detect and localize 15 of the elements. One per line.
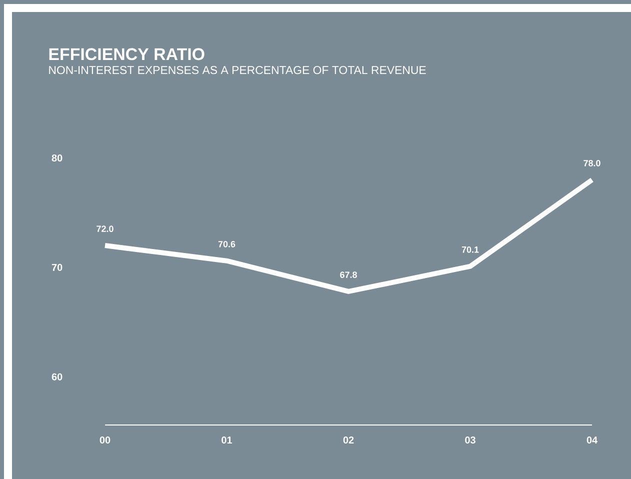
chart-subtitle: NON-INTEREST EXPENSES AS A PERCENTAGE OF TOTAL REVENUE — [49, 66, 426, 74]
data-label: 78.0 — [584, 160, 600, 166]
chart-title: EFFICIENCY RATIO — [49, 48, 204, 60]
data-label: 72.0 — [96, 226, 114, 232]
y-tick-label: 70 — [52, 264, 62, 271]
data-label: 70.1 — [462, 246, 479, 253]
x-tick-label: 00 — [100, 436, 110, 444]
data-label: 67.8 — [340, 272, 357, 278]
y-tick-label: 60 — [52, 373, 62, 380]
data-label: 70.6 — [218, 240, 236, 248]
x-tick-label: 02 — [343, 436, 354, 444]
x-tick-label: 01 — [222, 436, 232, 444]
x-tick-label: 04 — [586, 436, 598, 444]
y-tick-label: 80 — [52, 154, 62, 162]
x-tick-label: 03 — [465, 436, 476, 444]
